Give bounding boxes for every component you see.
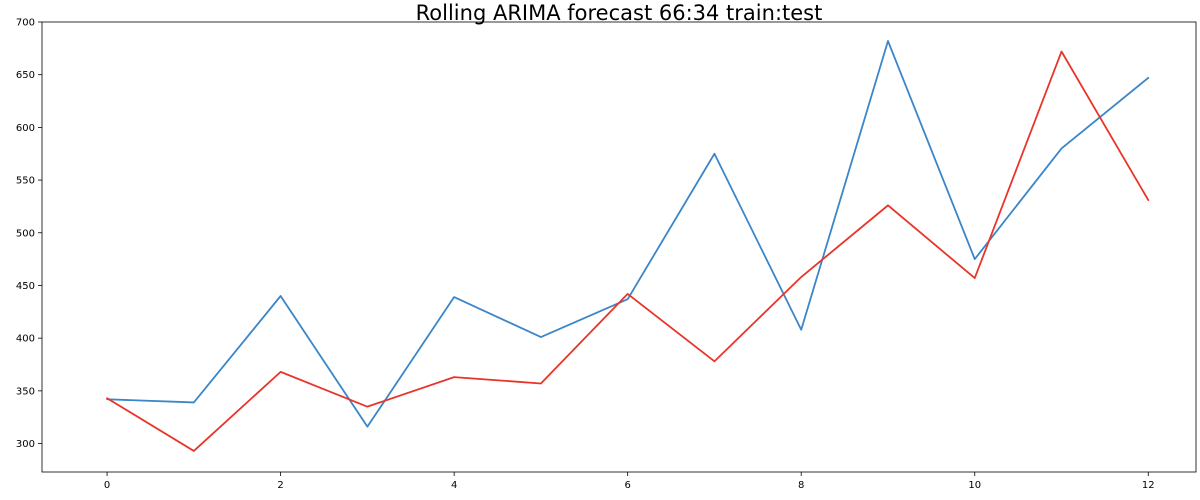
y-tick-label: 400 — [16, 334, 35, 345]
chart-title: Rolling ARIMA forecast 66:34 train:test — [415, 1, 823, 25]
y-tick-label: 350 — [16, 386, 35, 397]
series-line-2 — [106, 50, 1150, 452]
x-tick-label: 6 — [624, 480, 630, 491]
plot-frame — [41, 21, 1197, 473]
x-tick-label: 2 — [277, 480, 283, 491]
y-tick-label: 550 — [16, 176, 35, 187]
y-tick-label: 450 — [16, 281, 35, 292]
x-tick-label: 8 — [798, 480, 804, 491]
x-tick-label: 0 — [104, 480, 110, 491]
x-tick-label: 10 — [968, 480, 981, 491]
y-tick-label: 700 — [16, 18, 35, 29]
y-tick-label: 600 — [16, 123, 35, 134]
x-axis: 0 2 4 6 8 10 12 — [104, 472, 1155, 491]
x-tick-label: 12 — [1142, 480, 1155, 491]
x-tick-label: 4 — [451, 480, 457, 491]
series-line-1 — [106, 40, 1150, 428]
y-tick-label: 650 — [16, 70, 35, 81]
series-layer — [106, 40, 1150, 452]
y-tick-label: 500 — [16, 228, 35, 239]
y-tick-label: 300 — [16, 439, 35, 450]
plot-border — [41, 21, 1197, 473]
y-axis: 300 350 400 450 500 550 600 650 700 — [16, 18, 42, 450]
